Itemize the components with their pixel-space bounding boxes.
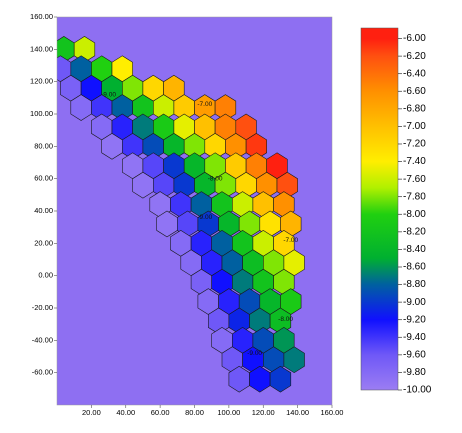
contour-label: -8.00 <box>278 316 293 323</box>
cell-layer <box>57 36 305 393</box>
x-tick-label: 140.00 <box>286 408 309 417</box>
y-tick-label: 20.00 <box>34 238 53 247</box>
colorbar-tick-label: -6.40 <box>403 68 426 79</box>
colorbar-tick-label: -6.00 <box>403 33 426 44</box>
colorbar-tick-label: -9.40 <box>403 332 426 343</box>
colorbar-tick-label: -10.00 <box>403 385 432 396</box>
colorbar-tick-label: -8.20 <box>403 226 426 237</box>
colorbar-tick-label: -8.60 <box>403 262 426 273</box>
y-tick-label: 140.00 <box>30 44 53 53</box>
colorbar-tick-label: -7.60 <box>403 174 426 185</box>
colorbar-tick-label: -9.80 <box>403 367 426 378</box>
contour-label: -8.00 <box>208 175 223 182</box>
y-tick-label: 60.00 <box>34 174 53 183</box>
colorbar-tick-label: -8.00 <box>403 209 426 220</box>
x-tick-label: 120.00 <box>252 408 275 417</box>
x-tick-label: 20.00 <box>82 408 101 417</box>
contour-label: -9.00 <box>101 91 116 98</box>
y-tick-label: 160.00 <box>30 12 53 21</box>
colorbar-tick-label: -6.60 <box>403 86 426 97</box>
x-tick-label: 100.00 <box>217 408 240 417</box>
y-tick-label: 80.00 <box>34 141 53 150</box>
y-tick-label: 0.00 <box>38 271 53 280</box>
colorbar-tick-label: -6.20 <box>403 51 426 62</box>
colorbar-tick-label: -9.60 <box>403 349 426 360</box>
colorbar-tick-label: -8.40 <box>403 244 426 255</box>
y-tick-label: 100.00 <box>30 109 53 118</box>
colorbar <box>360 27 399 391</box>
y-tick-label: -20.00 <box>32 303 53 312</box>
y-tick-label: 40.00 <box>34 206 53 215</box>
y-tick-label: -40.00 <box>32 335 53 344</box>
colorbar-tick-label: -9.20 <box>403 314 426 325</box>
hex-cell <box>283 346 305 374</box>
contour-label: -9.00 <box>197 214 212 221</box>
y-tick-label: 120.00 <box>30 77 53 86</box>
colorbar-tick-label: -7.40 <box>403 156 426 167</box>
colorbar-tick-label: -7.20 <box>403 139 426 150</box>
x-tick-label: 40.00 <box>116 408 135 417</box>
y-tick-label: -60.00 <box>32 368 53 377</box>
colorbar-tick-label: -6.80 <box>403 103 426 114</box>
contour-label: -7.00 <box>283 237 298 244</box>
colorbar-tick-label: -7.80 <box>403 191 426 202</box>
contour-label: -7.00 <box>197 101 212 108</box>
hex-cell <box>269 365 292 393</box>
x-tick-label: 160.00 <box>321 408 344 417</box>
colorbar-tick-label: -7.00 <box>403 121 426 132</box>
contour-label: -9.00 <box>247 350 262 357</box>
colorbar-tick-label: -8.80 <box>403 279 426 290</box>
x-tick-label: 60.00 <box>151 408 170 417</box>
colorbar-tick-label: -9.00 <box>403 297 426 308</box>
x-tick-label: 80.00 <box>185 408 204 417</box>
